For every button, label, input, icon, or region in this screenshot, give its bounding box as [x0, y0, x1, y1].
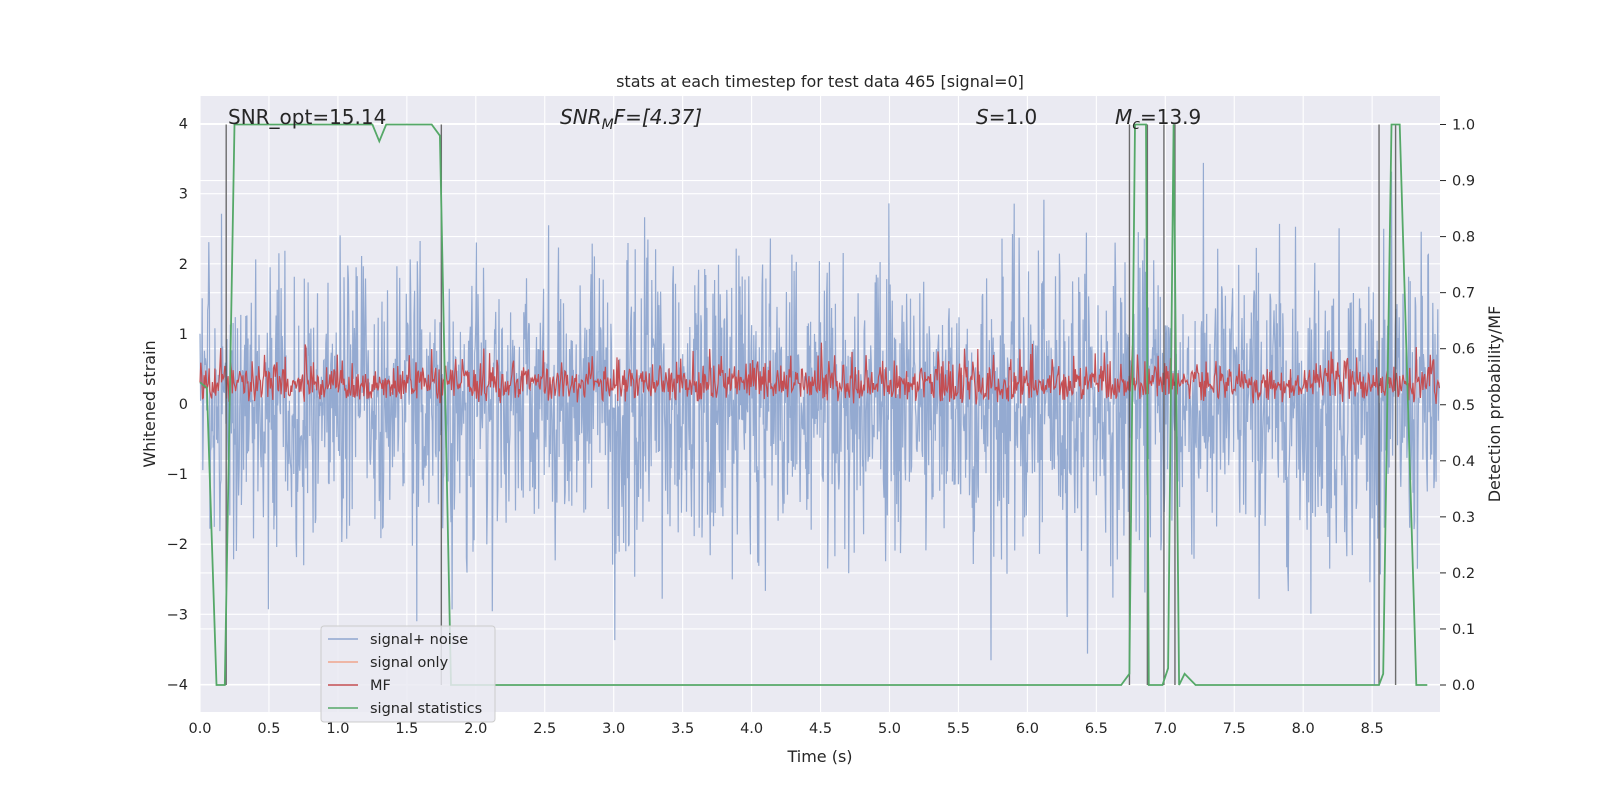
- x-tick-label: 0.0: [188, 721, 211, 737]
- x-tick-label: 3.0: [602, 721, 625, 737]
- annotation-snr-opt: SNR_opt=15.14: [228, 105, 386, 129]
- x-tick-label: 2.5: [533, 721, 556, 737]
- x-tick-label: 1.5: [395, 721, 418, 737]
- y2-tick-label: 0.6: [1452, 342, 1475, 358]
- legend-label-mf: MF: [370, 678, 391, 694]
- y-tick-label: 2: [179, 257, 188, 273]
- annotation-mc-var: M: [1115, 105, 1132, 129]
- x-tick-label: 0.5: [257, 721, 280, 737]
- legend-label-signal-noise: signal+ noise: [370, 632, 468, 648]
- annotation-snr-mf-base: SNR: [560, 105, 602, 129]
- y2-tick-label: 0.7: [1452, 286, 1475, 302]
- y2-tick-label: 0.8: [1452, 230, 1475, 246]
- annotation-mc-val: =13.9: [1140, 105, 1201, 129]
- x-tick-label: 5.5: [947, 721, 970, 737]
- mf-line: [199, 342, 1440, 405]
- y2-tick-label: 0.9: [1452, 174, 1475, 190]
- x-tick-label: 4.5: [809, 721, 832, 737]
- y2-tick-label: 0.3: [1452, 510, 1475, 526]
- signal-statistics-series: [199, 123, 1428, 686]
- annotation-mc: Mc=13.9: [1115, 105, 1201, 133]
- y-tick-labels: 4 3 2 1 0 −1 −2 −3 −4: [167, 117, 188, 694]
- x-axis-label: Time (s): [786, 747, 852, 766]
- y2-tick-label: 0.2: [1452, 566, 1475, 582]
- x-tick-label: 2.0: [464, 721, 487, 737]
- y-axis-label: Whitened strain: [140, 340, 159, 467]
- y2-axis-label: Detection probability/MF: [1485, 306, 1504, 503]
- y2-tick-label: 1.0: [1452, 118, 1475, 134]
- y-tick-label: −2: [167, 537, 188, 553]
- annotation-s: S=1.0: [976, 105, 1037, 129]
- chart-title: stats at each timestep for test data 465…: [616, 72, 1024, 91]
- annotation-mc-sub: c: [1132, 117, 1140, 133]
- x-tick-label: 7.0: [1154, 721, 1177, 737]
- x-tick-label: 8.5: [1361, 721, 1384, 737]
- y-tick-label: 4: [179, 117, 188, 133]
- x-tick-label: 4.0: [740, 721, 763, 737]
- y2-tick-labels: 1.0 0.9 0.8 0.7 0.6 0.5 0.4 0.3 0.2 0.1 0.0: [1440, 118, 1475, 694]
- x-tick-label: 6.5: [1085, 721, 1108, 737]
- legend-box: [320, 625, 496, 723]
- legend-label-signal-only: signal only: [370, 655, 449, 671]
- annotation-s-val: =1.0: [989, 105, 1038, 129]
- y-tick-label: 1: [179, 327, 188, 343]
- y2-tick-label: 0.0: [1452, 678, 1475, 694]
- legend-label-signal-statistics: signal statistics: [370, 701, 482, 717]
- y-tick-label: 0: [179, 397, 188, 413]
- y-tick-label: −1: [167, 467, 188, 483]
- y2-tick-label: 0.4: [1452, 454, 1475, 470]
- legend: signal+ noise signal only MF signal stat…: [320, 625, 496, 723]
- x-tick-label: 1.0: [326, 721, 349, 737]
- y-tick-label: −3: [167, 607, 188, 623]
- signal-noise-series: [199, 162, 1440, 685]
- x-tick-label: 6.0: [1016, 721, 1039, 737]
- x-tick-label: 7.5: [1223, 721, 1246, 737]
- y-tick-label: 3: [179, 187, 188, 203]
- mf-series: [199, 342, 1440, 405]
- y2-tick-label: 0.5: [1452, 398, 1475, 414]
- signal-statistics-line: [199, 123, 1428, 686]
- x-tick-labels: 0.0 0.5 1.0 1.5 2.0 2.5 3.0 3.5 4.0 4.5 5.0 5.5 6.0 6…: [188, 721, 1383, 737]
- x-tick-label: 5.0: [878, 721, 901, 737]
- y2-tick-label: 0.1: [1452, 622, 1475, 638]
- x-tick-label: 8.0: [1292, 721, 1315, 737]
- y-tick-label: −4: [167, 677, 188, 693]
- annotation-snr-mf-sub: M: [602, 117, 614, 133]
- annotation-snr-mf-tail: F=[4.37]: [614, 105, 702, 129]
- signal-noise-line: [199, 162, 1440, 685]
- annotation-snr-mf: SNRMF=[4.37]: [560, 105, 702, 133]
- annotation-s-var: S: [976, 105, 989, 129]
- x-tick-label: 3.5: [671, 721, 694, 737]
